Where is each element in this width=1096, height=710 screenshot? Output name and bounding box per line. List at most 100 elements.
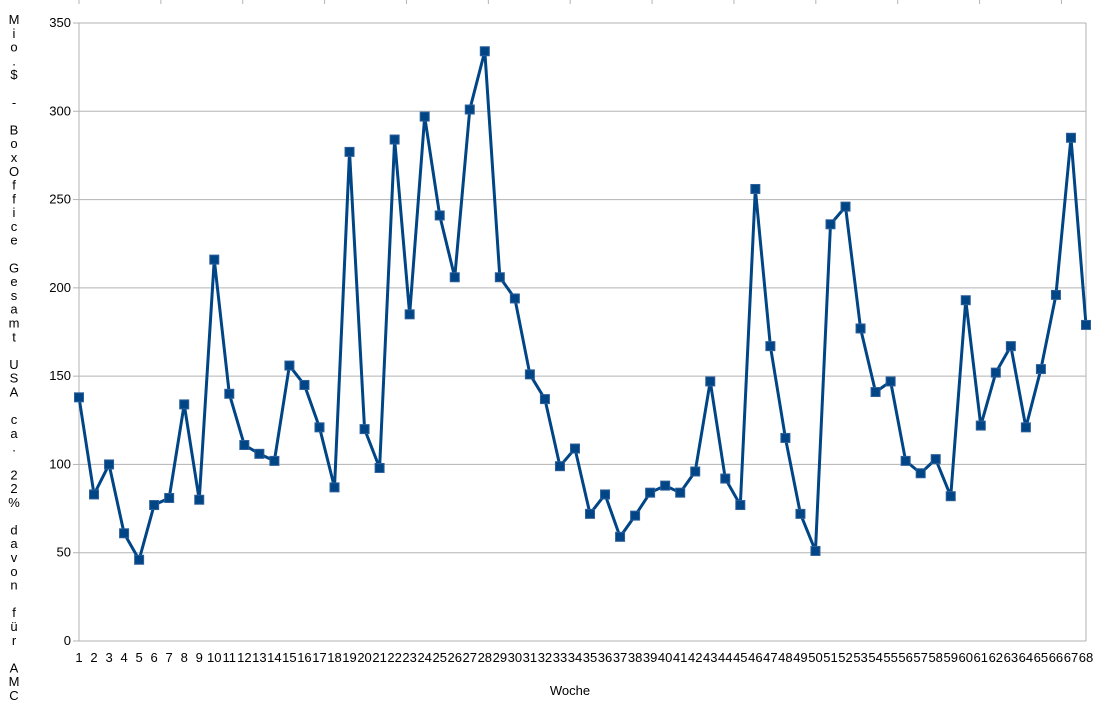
data-point-marker — [960, 295, 971, 306]
y-axis-title-char: B — [10, 122, 19, 137]
data-point-marker — [1020, 422, 1031, 433]
x-tick-label: 7 — [166, 650, 173, 665]
data-point-marker — [930, 454, 941, 465]
x-tick-label: 18 — [327, 650, 341, 665]
data-point-marker — [630, 510, 641, 521]
data-point-marker — [344, 146, 355, 157]
data-point-marker — [660, 480, 671, 491]
data-point-marker — [1035, 364, 1046, 375]
x-tick-label: 25 — [432, 650, 446, 665]
x-tick-label: 23 — [402, 650, 416, 665]
x-tick-label: 29 — [493, 650, 507, 665]
data-point-marker — [810, 545, 821, 556]
data-point-marker — [705, 376, 716, 387]
x-tick-label: 27 — [463, 650, 477, 665]
y-axis-title-char: U — [9, 357, 18, 372]
data-point-marker — [915, 468, 926, 479]
data-point-marker — [825, 219, 836, 230]
x-tick-label: 8 — [181, 650, 188, 665]
x-tick-label: 40 — [658, 650, 672, 665]
x-tick-label: 46 — [748, 650, 762, 665]
data-point-marker — [750, 183, 761, 194]
x-tick-label: 1 — [75, 650, 82, 665]
x-tick-label: 65 — [1034, 650, 1048, 665]
data-point-marker — [494, 272, 505, 283]
data-point-marker — [104, 459, 115, 470]
data-point-marker — [134, 554, 145, 565]
y-tick-label: 200 — [49, 280, 71, 295]
y-axis-title-char: G — [9, 260, 19, 275]
y-axis-title-char: n — [10, 578, 17, 593]
x-tick-label: 35 — [583, 650, 597, 665]
x-tick-label: 66 — [1049, 650, 1063, 665]
y-axis-title-char: o — [10, 564, 17, 579]
x-tick-label: 4 — [120, 650, 127, 665]
x-tick-label: 24 — [417, 650, 431, 665]
data-point-marker — [419, 111, 430, 122]
x-tick-label: 47 — [763, 650, 777, 665]
y-axis-title-char: A — [10, 384, 19, 399]
data-point-marker — [434, 210, 445, 221]
x-tick-label: 20 — [357, 650, 371, 665]
x-tick-label: 55 — [883, 650, 897, 665]
x-tick-label: 21 — [372, 650, 386, 665]
data-point-marker — [299, 379, 310, 390]
y-axis-title-char: c — [11, 219, 18, 234]
x-tick-label: 32 — [538, 650, 552, 665]
y-tick-label: 250 — [49, 192, 71, 207]
y-axis-title-char: c — [11, 412, 18, 427]
x-tick-label: 51 — [823, 650, 837, 665]
y-axis-title-char: 2 — [10, 467, 17, 482]
data-point-marker — [314, 422, 325, 433]
y-tick-label: 50 — [57, 545, 71, 560]
y-axis-title-char: $ — [10, 67, 18, 82]
y-axis-title-char: a — [10, 426, 18, 441]
x-tick-label: 56 — [898, 650, 912, 665]
data-point-marker — [600, 489, 611, 500]
y-axis-title-char: r — [12, 633, 17, 648]
y-axis-title-char: f — [12, 178, 16, 193]
y-tick-label: 150 — [49, 368, 71, 383]
x-tick-label: 26 — [448, 650, 462, 665]
y-axis-title-char: A — [10, 660, 19, 675]
y-axis-title-char: . — [12, 440, 16, 455]
data-point-marker — [615, 531, 626, 542]
data-point-marker — [780, 432, 791, 443]
x-tick-label: 2 — [90, 650, 97, 665]
y-axis-title-char: i — [13, 26, 16, 41]
gridlines — [73, 22, 1086, 642]
x-tick-label: 63 — [1004, 650, 1018, 665]
x-tick-label: 16 — [297, 650, 311, 665]
x-tick-label: 48 — [778, 650, 792, 665]
x-tick-label: 59 — [943, 650, 957, 665]
x-tick-label: 15 — [282, 650, 296, 665]
y-axis-title-char: C — [9, 688, 18, 703]
x-tick-label: 52 — [838, 650, 852, 665]
x-tick-label: 64 — [1019, 650, 1033, 665]
y-axis-title-char: % — [8, 495, 20, 510]
x-tick-label: 42 — [688, 650, 702, 665]
series-line — [77, 49, 1088, 562]
data-point-marker — [975, 420, 986, 431]
y-tick-label: 100 — [49, 456, 71, 471]
x-tick-label: 44 — [718, 650, 732, 665]
x-tick-label: 38 — [628, 650, 642, 665]
series-path — [77, 49, 1088, 562]
data-point-marker — [194, 494, 205, 505]
x-tick-label: 33 — [553, 650, 567, 665]
x-tick-label: 61 — [974, 650, 988, 665]
data-point-marker — [389, 134, 400, 145]
data-points — [74, 46, 1091, 565]
data-point-marker — [569, 443, 580, 454]
data-point-marker — [765, 341, 776, 352]
x-tick-label: 54 — [868, 650, 882, 665]
data-point-marker — [735, 500, 746, 511]
data-point-marker — [1005, 341, 1016, 352]
data-point-marker — [209, 254, 220, 265]
y-axis-title-char: o — [10, 136, 17, 151]
x-tick-label: 31 — [523, 650, 537, 665]
y-axis-title-char: M — [9, 674, 20, 689]
data-point-marker — [1050, 289, 1061, 300]
x-tick-labels: 1 2 3 4 5 6 7 8 9 10 11 12 13 14 15 16 17 18 19 20 21 22 23 24 2… — [75, 650, 1093, 665]
